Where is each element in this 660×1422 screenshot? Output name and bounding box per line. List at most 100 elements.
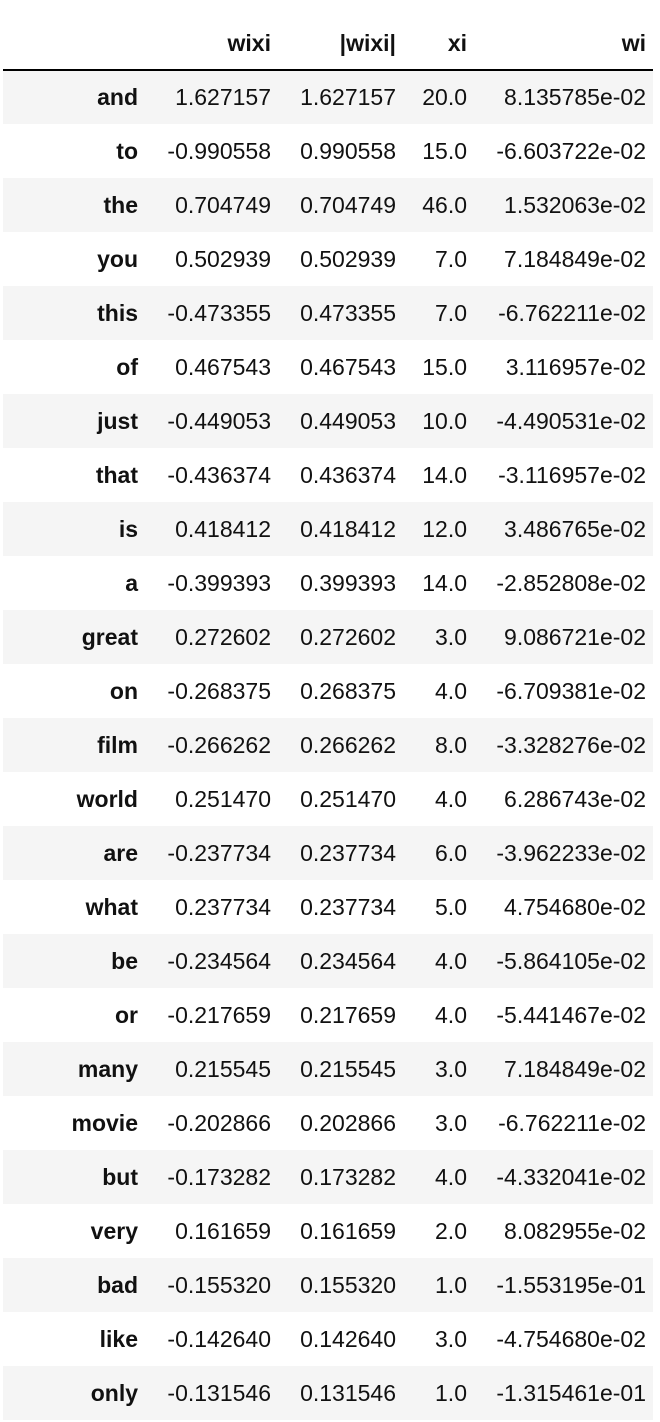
cell-wixi: -0.234564 <box>167 947 271 974</box>
cell-wi: 8.082955e-02 <box>504 1217 646 1244</box>
cell-xi: 3.0 <box>435 1055 467 1082</box>
cell-wi: -1.553195e-01 <box>496 1271 646 1298</box>
cell-wixi: 0.502939 <box>175 245 271 272</box>
cell-abs-wixi: 0.131546 <box>300 1379 396 1406</box>
cell-wi: 7.184849e-02 <box>504 245 646 272</box>
cell-wi: 3.116957e-02 <box>505 353 646 380</box>
row-word: very <box>90 1217 138 1244</box>
cell-xi: 2.0 <box>435 1217 467 1244</box>
table-row: and 1.627157 1.627157 20.0 8.135785e-02 <box>3 70 653 124</box>
table-row: just -0.449053 0.449053 10.0 -4.490531e-02 <box>3 394 653 448</box>
table-row: bad -0.155320 0.155320 1.0 -1.553195e-01 <box>3 1258 653 1312</box>
cell-wi: -5.864105e-02 <box>496 947 646 974</box>
cell-wixi: 0.272602 <box>175 623 271 650</box>
cell-xi: 3.0 <box>435 1325 467 1352</box>
cell-wixi: -0.202866 <box>167 1109 271 1136</box>
cell-xi: 14.0 <box>422 569 467 596</box>
cell-abs-wixi: 0.155320 <box>300 1271 396 1298</box>
cell-wi: 6.286743e-02 <box>504 785 646 812</box>
cell-xi: 4.0 <box>435 677 467 704</box>
cell-wixi: 0.215545 <box>175 1055 271 1082</box>
cell-abs-wixi: 0.202866 <box>300 1109 396 1136</box>
row-word: that <box>95 461 138 488</box>
cell-abs-wixi: 0.142640 <box>300 1325 396 1352</box>
row-word: bad <box>97 1271 138 1298</box>
cell-abs-wixi: 0.990558 <box>300 137 396 164</box>
cell-wi: 7.184849e-02 <box>504 1055 646 1082</box>
table-row: you 0.502939 0.502939 7.0 7.184849e-02 <box>3 232 653 286</box>
cell-xi: 4.0 <box>435 1163 467 1190</box>
table-row: but -0.173282 0.173282 4.0 -4.332041e-02 <box>3 1150 653 1204</box>
cell-abs-wixi: 0.704749 <box>300 191 396 218</box>
cell-wi: -6.762211e-02 <box>498 1109 646 1136</box>
cell-xi: 12.0 <box>422 515 467 542</box>
cell-xi: 1.0 <box>435 1271 467 1298</box>
cell-abs-wixi: 0.237734 <box>300 893 396 920</box>
cell-abs-wixi: 0.268375 <box>300 677 396 704</box>
cell-wixi: -0.217659 <box>167 1001 271 1028</box>
table-row: a -0.399393 0.399393 14.0 -2.852808e-02 <box>3 556 653 610</box>
table-row: that -0.436374 0.436374 14.0 -3.116957e-02 <box>3 448 653 502</box>
cell-abs-wixi: 0.436374 <box>300 461 396 488</box>
cell-abs-wixi: 1.627157 <box>300 84 396 110</box>
cell-xi: 4.0 <box>435 1001 467 1028</box>
table-row: movie -0.202866 0.202866 3.0 -6.762211e-02 <box>3 1096 653 1150</box>
table-row: the 0.704749 0.704749 46.0 1.532063e-02 <box>3 178 653 232</box>
cell-wixi: -0.436374 <box>167 461 271 488</box>
cell-wixi: 1.627157 <box>175 84 271 110</box>
cell-xi: 7.0 <box>435 299 467 326</box>
cell-wixi: -0.266262 <box>167 731 271 758</box>
cell-abs-wixi: 0.237734 <box>300 839 396 866</box>
cell-xi: 8.0 <box>435 731 467 758</box>
row-word: be <box>111 947 138 974</box>
cell-wixi: -0.142640 <box>167 1325 271 1352</box>
cell-wixi: 0.704749 <box>175 191 271 218</box>
cell-abs-wixi: 0.418412 <box>300 515 396 542</box>
table-row: what 0.237734 0.237734 5.0 4.754680e-02 <box>3 880 653 934</box>
cell-wixi: 0.467543 <box>175 353 271 380</box>
cell-xi: 46.0 <box>422 191 467 218</box>
cell-wi: 3.486765e-02 <box>504 515 646 542</box>
row-word: of <box>116 353 138 380</box>
cell-abs-wixi: 0.173282 <box>300 1163 396 1190</box>
column-header-wixi: wixi <box>150 17 283 71</box>
data-table: wixi |wixi| xi wi and 1.627157 1.627157 20.… <box>3 17 653 1420</box>
row-word: film <box>97 731 138 758</box>
table-row: many 0.215545 0.215545 3.0 7.184849e-02 <box>3 1042 653 1096</box>
table-row: are -0.237734 0.237734 6.0 -3.962233e-02 <box>3 826 653 880</box>
table-row: only -0.131546 0.131546 1.0 -1.315461e-01 <box>3 1366 653 1420</box>
cell-wixi: 0.161659 <box>175 1217 271 1244</box>
table-row: very 0.161659 0.161659 2.0 8.082955e-02 <box>3 1204 653 1258</box>
row-word: and <box>97 84 138 110</box>
row-word: like <box>99 1325 138 1352</box>
row-word: to <box>116 137 138 164</box>
table-row: of 0.467543 0.467543 15.0 3.116957e-02 <box>3 340 653 394</box>
header-row: wixi |wixi| xi wi <box>3 17 653 71</box>
table-row: great 0.272602 0.272602 3.0 9.086721e-02 <box>3 610 653 664</box>
cell-wixi: 0.251470 <box>175 785 271 812</box>
cell-xi: 14.0 <box>422 461 467 488</box>
cell-wixi: -0.155320 <box>167 1271 271 1298</box>
table-row: is 0.418412 0.418412 12.0 3.486765e-02 <box>3 502 653 556</box>
cell-wi: -6.603722e-02 <box>496 137 646 164</box>
cell-abs-wixi: 0.467543 <box>300 353 396 380</box>
cell-wi: -3.328276e-02 <box>496 731 646 758</box>
row-word: movie <box>71 1109 138 1136</box>
cell-xi: 15.0 <box>422 137 467 164</box>
cell-abs-wixi: 0.399393 <box>300 569 396 596</box>
cell-wixi: -0.990558 <box>167 137 271 164</box>
cell-xi: 4.0 <box>435 785 467 812</box>
cell-wi: 1.532063e-02 <box>504 191 646 218</box>
cell-wi: -4.490531e-02 <box>496 407 646 434</box>
cell-abs-wixi: 0.272602 <box>300 623 396 650</box>
column-header-index <box>3 17 150 71</box>
table-row: this -0.473355 0.473355 7.0 -6.762211e-02 <box>3 286 653 340</box>
cell-xi: 6.0 <box>435 839 467 866</box>
cell-wixi: 0.237734 <box>175 893 271 920</box>
row-word: great <box>81 623 138 650</box>
column-header-abs-wixi: |wixi| <box>283 17 408 71</box>
cell-xi: 3.0 <box>435 623 467 650</box>
cell-abs-wixi: 0.502939 <box>300 245 396 272</box>
cell-wixi: -0.399393 <box>167 569 271 596</box>
